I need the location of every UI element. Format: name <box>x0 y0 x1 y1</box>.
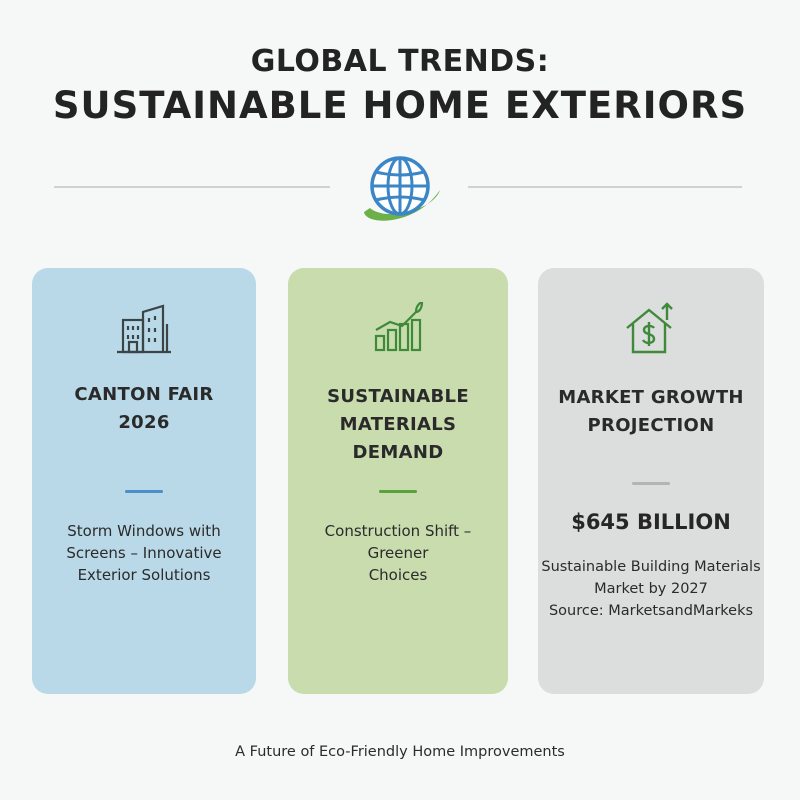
card-heading-line: 2026 <box>118 412 170 433</box>
divider-left <box>54 186 330 188</box>
card-body-line: Source: MarketsandMarkeks <box>548 603 754 619</box>
card-body-line: Storm Windows with <box>67 522 221 540</box>
card-canton-fair: CANTON FAIR 2026 Storm Windows with Scre… <box>32 268 256 694</box>
card-heading-line: CANTON FAIR <box>74 384 214 405</box>
card-heading-line: SUSTAINABLE <box>327 386 469 407</box>
card-heading-line: MATERIALS <box>339 414 457 435</box>
card-body-line: Market by 2027 <box>594 581 708 597</box>
footer-tagline: A Future of Eco-Friendly Home Improvemen… <box>235 744 565 760</box>
market-value-stat: $645 BILLION <box>571 510 731 534</box>
globe-icon <box>364 156 440 221</box>
card-body-line: Greener <box>367 544 429 562</box>
card-body-line: Sustainable Building Materials <box>541 559 761 575</box>
accent-bar <box>379 490 417 493</box>
title-line-2: SUSTAINABLE HOME EXTERIORS <box>52 84 748 127</box>
card-body-line: Exterior Solutions <box>77 566 211 584</box>
card-heading-line: PROJECTION <box>587 415 715 436</box>
house-dollar-up-arrow-icon <box>626 302 673 354</box>
growth-chart-leaf-icon <box>374 302 424 352</box>
accent-bar <box>125 490 163 493</box>
accent-bar <box>632 482 670 485</box>
card-market-growth: MARKET GROWTH PROJECTION $645 BILLION Su… <box>538 268 764 694</box>
card-heading-line: MARKET GROWTH <box>558 387 744 408</box>
card-sustainable-materials: SUSTAINABLE MATERIALS DEMAND Constructio… <box>288 268 508 694</box>
card-body-line: Construction Shift – <box>324 522 472 540</box>
card-heading-line: DEMAND <box>352 442 444 463</box>
card-body-line: Screens – Innovative <box>66 544 222 562</box>
card-body-line: Choices <box>368 566 428 584</box>
divider-right <box>468 186 742 188</box>
building-icon <box>117 304 171 354</box>
title-line-1: GLOBAL TRENDS: <box>250 44 550 79</box>
